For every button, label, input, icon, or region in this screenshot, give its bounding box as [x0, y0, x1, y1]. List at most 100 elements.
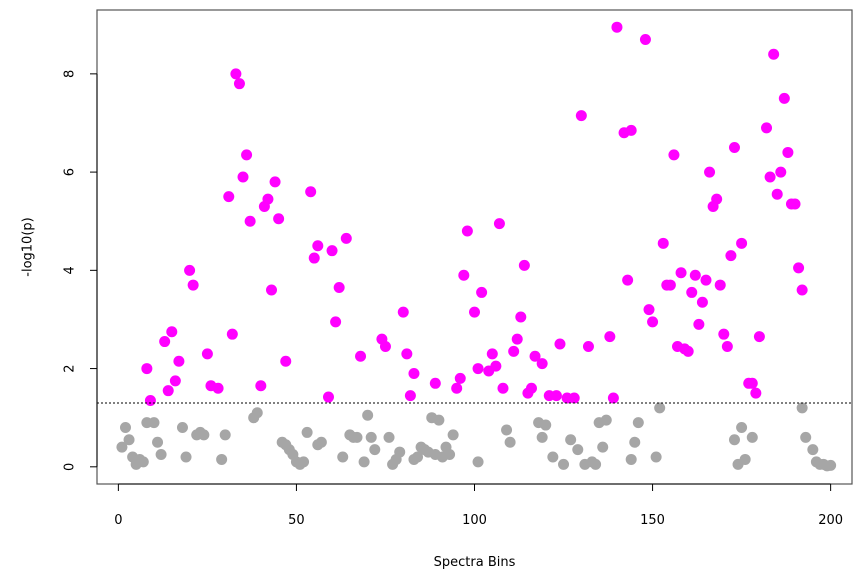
significant-point — [144, 394, 156, 406]
significant-point — [515, 311, 527, 323]
nonsignificant-point — [796, 402, 808, 414]
nonsignificant-point — [558, 458, 570, 470]
nonsignificant-point — [123, 434, 135, 446]
significant-point — [675, 267, 687, 279]
significant-point — [689, 269, 701, 281]
x-axis-label: Spectra Bins — [434, 555, 516, 570]
significant-point — [269, 176, 281, 188]
nonsignificant-point — [152, 436, 164, 448]
nonsignificant-point — [383, 431, 395, 443]
nonsignificant-point — [176, 422, 188, 434]
nonsignificant-point — [629, 436, 641, 448]
significant-point — [682, 345, 694, 357]
nonsignificant-point — [807, 444, 819, 456]
significant-point — [750, 387, 762, 399]
nonsignificant-point — [536, 431, 548, 443]
significant-point — [184, 264, 196, 276]
significant-point — [746, 377, 758, 389]
significant-point — [714, 279, 726, 291]
significant-point — [625, 124, 637, 136]
significant-point — [322, 391, 334, 403]
significant-point — [255, 380, 267, 392]
nonsignificant-point — [365, 431, 377, 443]
significant-point — [639, 33, 651, 45]
x-tick-label: 200 — [818, 513, 843, 528]
nonsignificant-point — [394, 446, 406, 458]
significant-point — [451, 382, 463, 394]
significant-point — [793, 262, 805, 274]
nonsignificant-point — [540, 419, 552, 431]
significant-point — [550, 390, 562, 402]
nonsignificant-point — [597, 441, 609, 453]
significant-point — [668, 149, 680, 161]
nonsignificant-point — [739, 453, 751, 465]
nonsignificant-point — [625, 453, 637, 465]
y-tick-label: 2 — [63, 364, 78, 372]
nonsignificant-point — [180, 451, 192, 463]
nonsignificant-point — [362, 409, 374, 421]
significant-point — [223, 191, 235, 203]
significant-point — [778, 92, 790, 104]
nonsignificant-point — [590, 458, 602, 470]
significant-point — [529, 350, 541, 362]
nonsignificant-point — [547, 451, 559, 463]
y-tick-label: 8 — [63, 70, 78, 78]
nonsignificant-point — [501, 424, 513, 436]
y-axis: 0 2 4 6 8 — [63, 70, 98, 471]
significant-point — [458, 269, 470, 281]
nonsignificant-point — [800, 431, 812, 443]
significant-point — [187, 279, 199, 291]
x-tick-label: 150 — [640, 513, 665, 528]
significant-point — [718, 328, 730, 340]
significant-point — [476, 286, 488, 298]
x-axis: 0 50 100 150 200 — [114, 483, 843, 528]
significant-point — [230, 68, 242, 80]
significant-point — [643, 304, 655, 316]
significant-point — [554, 338, 566, 350]
significant-point — [497, 382, 509, 394]
nonsignificant-point — [301, 426, 313, 438]
significant-point — [721, 340, 733, 352]
nonsignificant-point — [137, 456, 149, 468]
significant-point — [771, 188, 783, 200]
significant-point — [141, 363, 153, 375]
nonsignificant-point — [746, 431, 758, 443]
significant-point — [404, 390, 416, 402]
significant-point — [308, 252, 320, 264]
nonsignificant-point — [412, 451, 424, 463]
significant-point — [280, 355, 292, 367]
significant-point — [237, 171, 249, 183]
nonsignificant-point — [433, 414, 445, 426]
significant-point — [611, 21, 623, 33]
significant-point — [326, 245, 338, 257]
nonsignificant-point — [736, 422, 748, 434]
significant-point — [768, 48, 780, 60]
nonsignificant-point — [315, 436, 327, 448]
nonsignificant-point — [198, 429, 210, 441]
significant-point — [244, 215, 256, 227]
significant-point — [700, 274, 712, 286]
significant-point — [711, 193, 723, 205]
significant-point — [173, 355, 185, 367]
significant-point — [764, 171, 776, 183]
significant-point — [401, 348, 413, 360]
significant-point — [159, 336, 171, 348]
significant-point — [657, 237, 669, 249]
significant-point — [397, 306, 409, 318]
nonsignificant-point — [632, 417, 644, 429]
nonsignificant-point — [369, 444, 381, 456]
significant-point — [461, 225, 473, 237]
significant-point — [647, 316, 659, 328]
significant-point — [169, 375, 181, 387]
significant-point — [429, 377, 441, 389]
significant-point — [761, 122, 773, 134]
significant-point — [379, 340, 391, 352]
significant-point — [273, 213, 285, 225]
significant-point — [525, 382, 537, 394]
nonsignificant-point — [444, 449, 456, 461]
significant-point — [454, 372, 466, 384]
significant-point — [796, 284, 808, 296]
significant-point — [604, 331, 616, 343]
nonsignificant-point — [148, 417, 160, 429]
